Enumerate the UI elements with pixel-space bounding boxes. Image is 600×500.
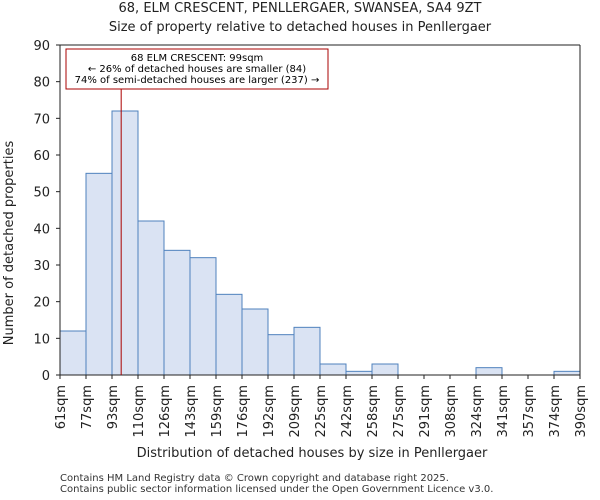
bar-143sqm	[189, 257, 217, 376]
x-tick-label-159sqm: 159sqm	[210, 385, 225, 438]
x-tick-label-192sqm: 192sqm	[262, 385, 277, 438]
y-axis-ticks: 0 10 20 30 40 50 60 70 80 90	[33, 39, 60, 384]
x-tick-label-308sqm: 308sqm	[444, 385, 459, 438]
bar-242sqm	[345, 370, 373, 376]
annotation-line-1: 68 ELM CRESCENT: 99sqm	[131, 53, 264, 64]
y-tick-label-50: 50	[33, 186, 50, 201]
y-tick-label-80: 80	[33, 76, 50, 91]
x-tick-label-209sqm: 209sqm	[288, 385, 303, 438]
annotation-line-2: ← 26% of detached houses are smaller (84…	[88, 64, 306, 75]
x-tick-label-275sqm: 275sqm	[392, 385, 407, 438]
bar-176sqm	[241, 308, 269, 376]
chart-title: 68, ELM CRESCENT, PENLLERGAER, SWANSEA, …	[119, 1, 482, 16]
annotation-line-3: 74% of semi-detached houses are larger (…	[75, 75, 320, 86]
bar-374sqm	[553, 370, 581, 376]
x-tick-label-324sqm: 324sqm	[470, 385, 485, 438]
bar-126sqm	[163, 249, 191, 376]
footer-line-1: Contains HM Land Registry data © Crown c…	[60, 473, 449, 484]
bar-225sqm	[319, 363, 347, 376]
x-tick-label-126sqm: 126sqm	[158, 385, 173, 438]
y-tick-label-90: 90	[33, 39, 50, 54]
bar-258sqm	[371, 363, 399, 376]
y-axis-label: Number of detached properties	[2, 141, 17, 346]
x-tick-label-176sqm: 176sqm	[236, 385, 251, 438]
bar-324sqm	[475, 367, 503, 376]
x-tick-label-110sqm: 110sqm	[132, 385, 147, 438]
annotation-box	[65, 48, 329, 90]
bar-192sqm	[267, 334, 295, 376]
x-tick-label-242sqm: 242sqm	[340, 385, 355, 438]
x-tick-label-258sqm: 258sqm	[366, 385, 381, 438]
y-tick-label-30: 30	[33, 259, 50, 274]
x-tick-label-77sqm: 77sqm	[80, 385, 95, 429]
bar-159sqm	[215, 293, 243, 376]
x-tick-label-374sqm: 374sqm	[548, 385, 563, 438]
y-tick-label-40: 40	[33, 222, 50, 237]
y-tick-label-60: 60	[33, 149, 50, 164]
x-tick-label-291sqm: 291sqm	[418, 385, 433, 438]
bars-group	[59, 110, 581, 376]
y-tick-label-0: 0	[42, 369, 50, 384]
x-axis-label: Distribution of detached houses by size …	[137, 446, 488, 461]
y-tick-label-70: 70	[33, 112, 50, 127]
footer-line-2: Contains public sector information licen…	[60, 484, 494, 495]
x-tick-label-225sqm: 225sqm	[314, 385, 329, 438]
x-tick-label-357sqm: 357sqm	[522, 385, 537, 438]
y-tick-label-10: 10	[33, 332, 50, 347]
chart-subtitle: Size of property relative to detached ho…	[109, 20, 492, 35]
x-tick-label-93sqm: 93sqm	[106, 385, 121, 429]
bar-77sqm	[85, 172, 113, 376]
y-tick-label-20: 20	[33, 296, 50, 311]
bar-209sqm	[293, 326, 321, 376]
bar-93sqm	[111, 110, 139, 376]
x-tick-label-143sqm: 143sqm	[184, 385, 199, 438]
bar-61sqm	[59, 330, 87, 376]
x-tick-label-390sqm: 390sqm	[574, 385, 589, 438]
bar-110sqm	[137, 220, 165, 376]
x-axis-ticks: 61sqm 77sqm 93sqm 110sqm 126sqm 143sqm 159sqm 1…	[54, 375, 589, 438]
x-tick-label-61sqm: 61sqm	[54, 385, 69, 429]
x-tick-label-341sqm: 341sqm	[496, 385, 511, 438]
